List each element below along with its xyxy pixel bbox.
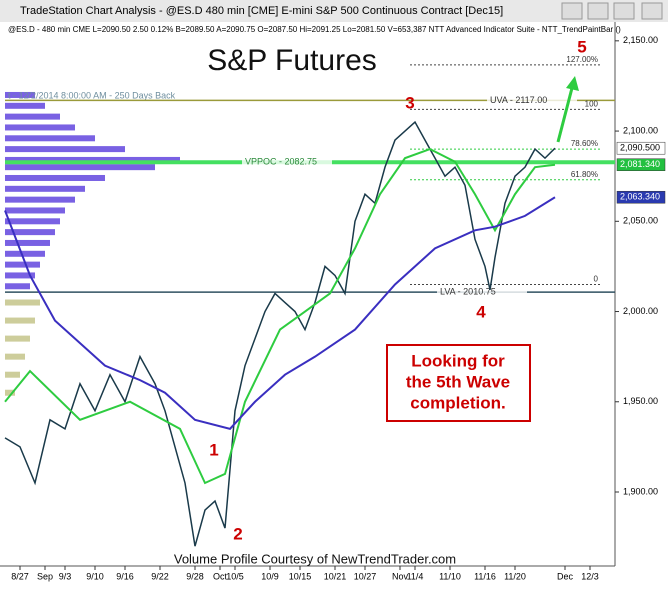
wave-label: 2 xyxy=(233,524,242,543)
level-label-bg xyxy=(437,286,527,299)
price-tag xyxy=(616,141,666,155)
fib-label: 78.60% xyxy=(571,139,598,148)
y-tick-label: 1,900.00 xyxy=(623,486,658,496)
level-label: UVA - 2117.00 xyxy=(490,95,547,105)
profile-bar xyxy=(5,196,75,203)
level-label-bg xyxy=(242,156,332,169)
callout-text: completion. xyxy=(410,393,505,412)
profile-bar xyxy=(5,272,35,279)
x-tick-label: 10/15 xyxy=(289,571,312,581)
title-bar xyxy=(0,0,668,22)
x-tick-label: 10/21 xyxy=(324,571,347,581)
profile-bar xyxy=(5,299,40,306)
x-tick-label: 9/10 xyxy=(86,571,104,581)
callout-box xyxy=(386,344,531,422)
profile-bar xyxy=(5,113,60,120)
chart-title: S&P Futures xyxy=(207,44,377,77)
callout-text: the 5th Wave xyxy=(406,372,510,391)
profile-bar xyxy=(5,102,45,109)
window-title: TradeStation Chart Analysis - @ES.D 480 … xyxy=(20,5,503,17)
x-tick-label: 12/3 xyxy=(581,571,599,581)
y-tick-label: 2,100.00 xyxy=(623,125,658,135)
help-button[interactable] xyxy=(641,2,663,20)
price-line xyxy=(4,120,556,547)
fib-label: 100 xyxy=(585,100,599,109)
profile-bar xyxy=(5,185,85,192)
profile-bar xyxy=(5,207,65,214)
x-tick-label: 8/27 xyxy=(11,571,29,581)
x-tick-label: Dec xyxy=(557,571,574,581)
profile-bar xyxy=(5,218,60,225)
profile-bar xyxy=(5,317,35,324)
credit: Volume Profile Courtesy of NewTrendTrade… xyxy=(174,551,456,566)
wave-label: 4 xyxy=(476,302,486,321)
x-tick-label: 11/10 xyxy=(439,571,461,581)
wave-arrow xyxy=(556,87,574,143)
maximize-button[interactable] xyxy=(587,2,609,20)
profile-bar xyxy=(5,91,35,98)
y-tick-label: 2,050.00 xyxy=(623,216,658,226)
wave-label: 1 xyxy=(209,440,218,459)
profile-bar xyxy=(5,124,75,131)
fib-label: 61.80% xyxy=(571,170,598,179)
level-label: LVA - 2010.75 xyxy=(440,287,496,297)
x-tick-label: 11/16 xyxy=(474,571,496,581)
price-tag xyxy=(616,190,666,204)
profile-bar xyxy=(5,239,50,246)
wave-label: 3 xyxy=(405,93,414,112)
profile-bar xyxy=(5,389,15,396)
level-label-bg xyxy=(487,94,577,107)
profile-bar xyxy=(5,371,20,378)
y-tick-label: 1,950.00 xyxy=(623,396,658,406)
x-tick-label: 9/22 xyxy=(151,571,169,581)
x-tick-label: 10/27 xyxy=(354,571,377,581)
profile-bar xyxy=(5,174,105,181)
x-tick-label: 10/9 xyxy=(261,571,279,581)
level-label: VPPOC - 2082.75 xyxy=(245,157,317,167)
x-tick-label: Oct xyxy=(213,571,228,581)
price-tag-label: 2,063.340 xyxy=(620,192,660,202)
x-tick-label: Nov xyxy=(392,571,409,581)
x-tick-label: 11/20 xyxy=(504,571,526,581)
x-tick-label: 11/4 xyxy=(407,571,424,581)
profile-bar xyxy=(5,229,55,236)
fib-label: 127.00% xyxy=(566,55,598,64)
profile-bar xyxy=(5,353,25,360)
profile-bar xyxy=(5,335,30,342)
x-tick-label: 10/5 xyxy=(226,571,244,581)
profile-bar xyxy=(5,250,45,257)
x-tick-label: 9/28 xyxy=(186,571,204,581)
info-line: @ES.D - 480 min CME L=2090.50 2.50 0.12%… xyxy=(8,25,621,34)
x-tick-label: 9/16 xyxy=(116,571,134,581)
y-tick-label: 2,150.00 xyxy=(623,35,658,45)
profile-bar xyxy=(5,156,180,163)
profile-bar xyxy=(5,261,40,268)
profile-note: t - 12/2/2014 8:00:00 AM - 250 Days Back xyxy=(8,90,176,100)
profile-bar xyxy=(5,146,125,153)
close-button[interactable] xyxy=(613,2,635,20)
callout-text: Looking for xyxy=(411,351,505,370)
minimize-button[interactable] xyxy=(561,2,583,20)
wave-label: 5 xyxy=(577,37,586,56)
profile-bar xyxy=(5,283,30,290)
profile-bar xyxy=(5,164,155,171)
profile-bar xyxy=(5,135,95,142)
fib-label: 0 xyxy=(594,275,599,284)
x-tick-label: 9/3 xyxy=(59,571,72,581)
price-tag-label: 2,081.340 xyxy=(620,159,660,169)
price-tag xyxy=(616,158,666,171)
wave-arrow-head xyxy=(566,76,579,91)
y-tick-label: 2,000.00 xyxy=(623,306,658,316)
moving-average xyxy=(4,196,556,430)
x-tick-label: Sep xyxy=(37,571,53,581)
moving-average xyxy=(4,148,556,485)
price-tag-label: 2,090.500 xyxy=(620,143,660,153)
